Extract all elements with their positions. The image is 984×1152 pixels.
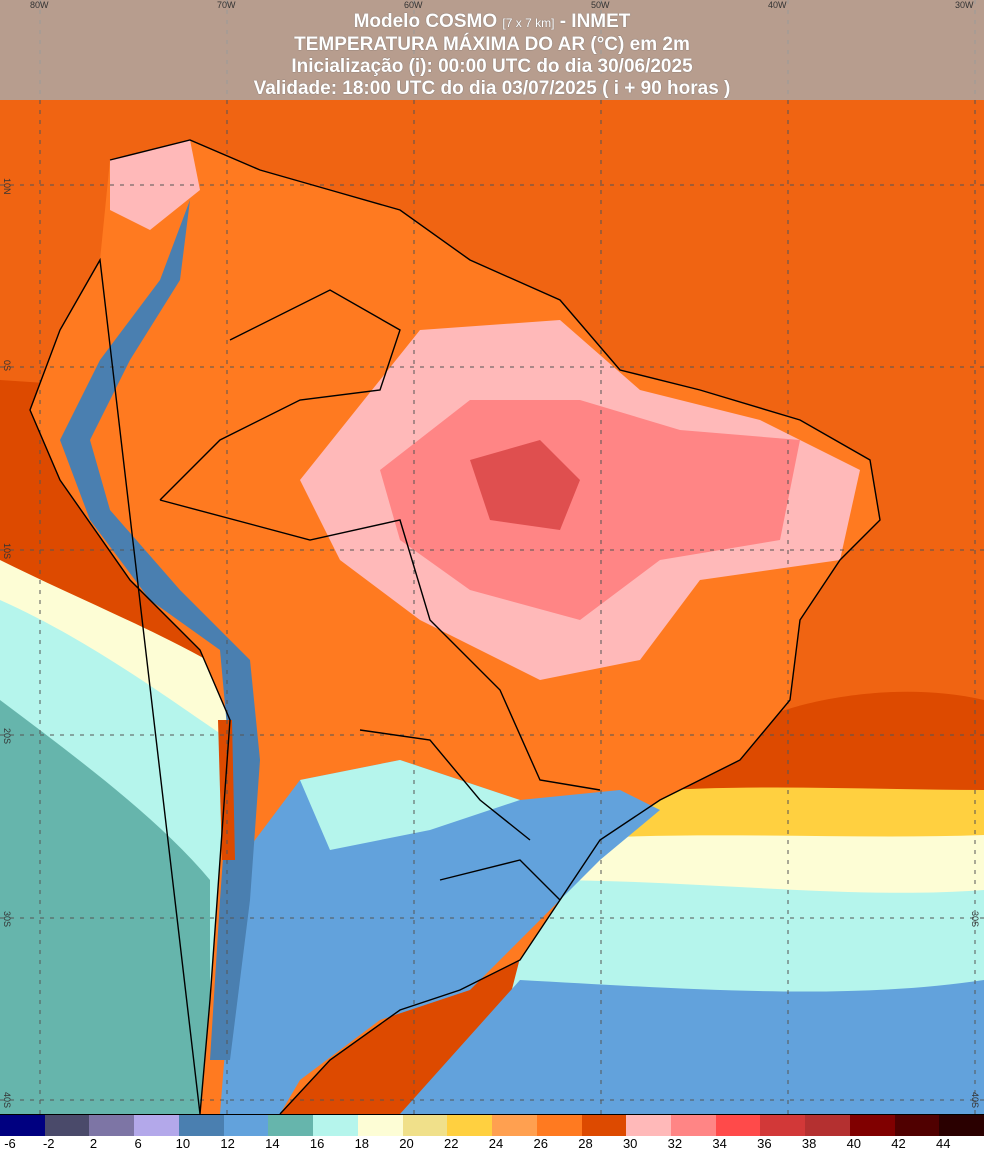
- map-title: Modelo COSMO [7 x 7 km] - INMET TEMPERAT…: [0, 0, 984, 100]
- lat-tick: 40S: [2, 1092, 12, 1109]
- colorbar-swatch: [671, 1115, 716, 1137]
- colorbar-swatch: [178, 1115, 224, 1137]
- institution: - INMET: [559, 11, 631, 32]
- colorbar-label: 24: [488, 1136, 504, 1151]
- andes-cold: [60, 200, 260, 1060]
- colorbar-swatch: [447, 1115, 493, 1137]
- temperature-map: [0, 0, 984, 1114]
- colorbar-label: 12: [220, 1136, 235, 1151]
- colorbar-swatch: [89, 1115, 135, 1137]
- colombia-hot: [110, 140, 200, 230]
- colorbar-swatch: [223, 1115, 269, 1137]
- colorbar-swatch: [0, 1115, 45, 1137]
- colorbar-label: 44: [936, 1136, 951, 1151]
- colorbar-swatch: [805, 1115, 850, 1137]
- colorbar-swatch: [492, 1115, 537, 1137]
- colorbar-label: 6: [134, 1136, 142, 1151]
- lat-tick: 0S: [2, 360, 12, 372]
- model-name: Modelo COSMO: [353, 11, 498, 32]
- title-line-4: Validade: 18:00 UTC do dia 03/07/2025 ( …: [253, 78, 731, 99]
- colorbar-swatch: [894, 1115, 940, 1137]
- title-line-2: TEMPERATURA MÁXIMA DO AR (°C) em 2m: [294, 34, 690, 55]
- lon-tick: 80W: [30, 0, 49, 10]
- lat-tick: 30S: [970, 911, 980, 928]
- lat-tick: 40S: [970, 1092, 980, 1109]
- colorbar-swatch: [268, 1115, 314, 1137]
- lat-tick: 20S: [2, 728, 12, 745]
- colorbar-swatch: [626, 1115, 672, 1137]
- colorbar-label: 32: [667, 1136, 683, 1151]
- lon-tick: 30W: [955, 0, 974, 10]
- colorbar-label: -2: [42, 1136, 55, 1151]
- colorbar-label: 26: [533, 1136, 548, 1151]
- ocean-east-cool-4: [400, 980, 984, 1114]
- colorbar-swatch: [44, 1115, 90, 1137]
- colorbar-swatch: [849, 1115, 895, 1137]
- colorbar-label: 34: [712, 1136, 727, 1151]
- colorbar-label: 42: [891, 1136, 906, 1151]
- colorbar-label: 20: [399, 1136, 414, 1151]
- lon-tick: 70W: [217, 0, 236, 10]
- lon-tick: 50W: [591, 0, 610, 10]
- colorbar-swatch: [715, 1115, 761, 1137]
- colorbar-label: 18: [354, 1136, 370, 1151]
- colorbar-swatch: [536, 1115, 582, 1137]
- colorbar-swatch: [939, 1115, 984, 1137]
- hottest-region: [470, 440, 580, 530]
- graticule: [0, 0, 984, 1114]
- colorbar-swatch: [402, 1115, 448, 1137]
- colorbar-label: 16: [309, 1136, 325, 1151]
- colorbar-label: 10: [175, 1136, 191, 1151]
- lon-tick: 60W: [404, 0, 423, 10]
- lat-tick: 30S: [2, 911, 12, 928]
- lat-tick: 10S: [2, 543, 12, 560]
- colorbar-swatch: [581, 1115, 627, 1137]
- colorbar-label: 2: [89, 1136, 98, 1151]
- colorbar-swatch: [760, 1115, 806, 1137]
- colorbar-label: 28: [578, 1136, 593, 1151]
- lat-tick: 10N: [2, 178, 12, 195]
- lon-tick: 40W: [768, 0, 787, 10]
- colorbar-labels: -6 -2 2 6 10 12 14 16 18 20 22 24 26 28 30 32 34 36 38 40 42…: [0, 1136, 984, 1152]
- colorbar-label: 30: [622, 1136, 638, 1151]
- country-borders: [29, 139, 881, 1114]
- colorbar-label: 38: [801, 1136, 817, 1151]
- colorbar-label: -6: [4, 1136, 16, 1151]
- title-line-1: Modelo COSMO [7 x 7 km] - INMET: [0, 11, 984, 34]
- colorbar-label: 36: [757, 1136, 772, 1151]
- colorbar-swatch: [313, 1115, 358, 1137]
- ocean-cold-south: [0, 700, 210, 1114]
- colorbar-label: 14: [265, 1136, 280, 1151]
- colorbar-label: 22: [444, 1136, 459, 1151]
- colorbar-swatch: [134, 1115, 179, 1137]
- title-line-3: Inicialização (i): 00:00 UTC do dia 30/0…: [291, 56, 693, 77]
- colorbar-swatch: [357, 1115, 403, 1137]
- hotter-region: [380, 400, 800, 620]
- resolution: [7 x 7 km]: [502, 16, 555, 30]
- colorbar-label: 40: [846, 1136, 862, 1151]
- colorbar: [0, 1114, 984, 1138]
